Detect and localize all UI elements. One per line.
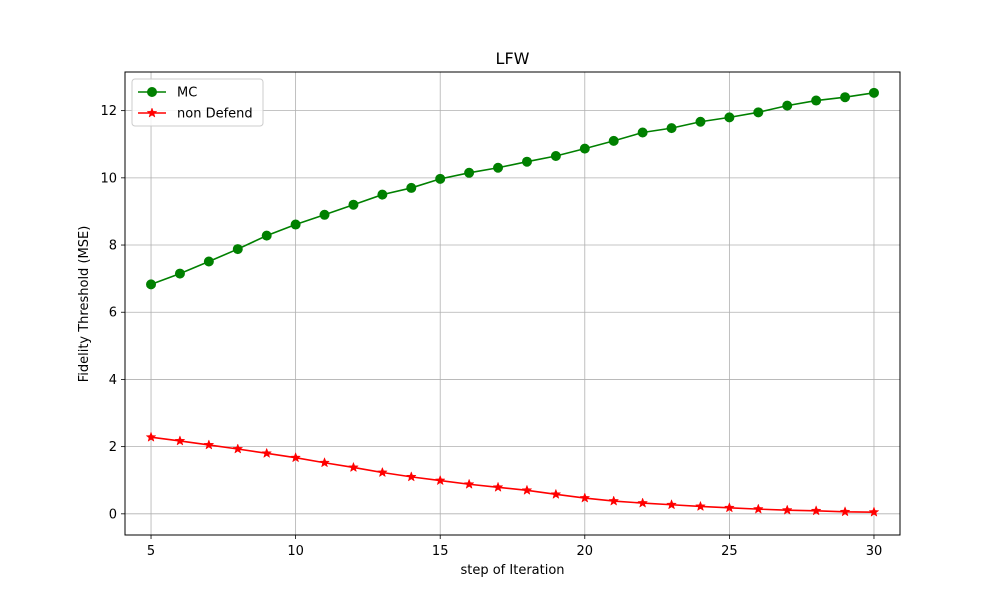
x-tick-label: 30	[866, 544, 883, 559]
data-point	[550, 150, 561, 161]
data-point	[261, 230, 272, 241]
y-tick-label: 12	[100, 104, 117, 119]
grid	[125, 72, 900, 535]
data-point	[840, 92, 851, 103]
data-point	[348, 199, 359, 210]
y-tick-label: 2	[109, 440, 117, 455]
data-point	[464, 167, 475, 178]
legend-label: MC	[177, 86, 197, 101]
data-point	[811, 95, 822, 106]
data-point	[753, 107, 764, 118]
data-point	[203, 256, 214, 267]
data-point	[146, 279, 157, 290]
data-point	[868, 506, 880, 517]
data-point	[290, 219, 301, 230]
data-point	[608, 495, 620, 506]
data-point	[579, 143, 590, 154]
data-point	[174, 268, 185, 279]
x-tick-label: 25	[721, 544, 738, 559]
series-line	[150, 436, 874, 513]
data-point	[435, 173, 446, 184]
series-layer	[145, 87, 880, 517]
data-point	[145, 431, 157, 442]
data-point	[724, 112, 735, 123]
chart-title: LFW	[496, 49, 530, 68]
data-point	[666, 123, 677, 134]
data-point	[174, 435, 186, 446]
series-1	[145, 431, 880, 517]
x-axis-label: step of Iteration	[460, 563, 564, 578]
y-axis-label: Fidelity Threshold (MSE)	[77, 226, 92, 383]
legend-box	[131, 78, 264, 127]
legend-marker	[146, 107, 158, 118]
legend-label: non Defend	[177, 107, 253, 122]
data-point	[261, 447, 273, 458]
plot-frame	[124, 71, 901, 536]
series-0	[146, 87, 879, 290]
axis-ticks: 5 10 15 20 25 30 0 2 4 6 8 10 12	[100, 104, 882, 559]
data-point	[839, 506, 851, 517]
data-point	[232, 244, 243, 255]
data-point	[376, 466, 388, 478]
y-tick-label: 10	[100, 171, 117, 186]
data-point	[521, 484, 533, 495]
data-point	[406, 182, 417, 193]
data-point	[666, 499, 677, 510]
data-point	[868, 87, 879, 98]
y-tick-label: 4	[109, 373, 117, 388]
data-point	[493, 162, 504, 173]
y-tick-label: 0	[109, 507, 117, 522]
data-point	[579, 492, 591, 503]
data-point	[521, 156, 532, 167]
data-point	[377, 189, 388, 200]
x-tick-label: 15	[432, 544, 449, 559]
data-point	[319, 457, 330, 468]
legend: MC non Defend	[131, 78, 264, 127]
data-point	[319, 209, 330, 220]
x-tick-label: 5	[147, 544, 155, 559]
data-point	[290, 452, 302, 463]
data-point	[781, 504, 793, 515]
x-tick-label: 10	[287, 544, 304, 559]
x-tick-label: 20	[577, 544, 594, 559]
data-point	[608, 135, 619, 146]
legend-marker	[147, 87, 157, 97]
data-point	[782, 100, 793, 111]
data-point	[232, 443, 244, 454]
y-tick-label: 6	[109, 306, 117, 321]
data-point	[434, 474, 446, 486]
data-point	[463, 478, 475, 489]
data-point	[810, 505, 822, 516]
data-point	[637, 127, 648, 138]
data-point	[695, 500, 706, 512]
data-point	[492, 481, 504, 492]
data-point	[723, 502, 735, 513]
data-point	[203, 439, 215, 450]
data-point	[752, 503, 764, 514]
data-point	[695, 116, 706, 127]
data-point	[348, 461, 359, 473]
data-point	[637, 497, 649, 508]
y-tick-label: 8	[109, 239, 117, 254]
data-point	[550, 488, 562, 499]
data-point	[405, 471, 417, 482]
